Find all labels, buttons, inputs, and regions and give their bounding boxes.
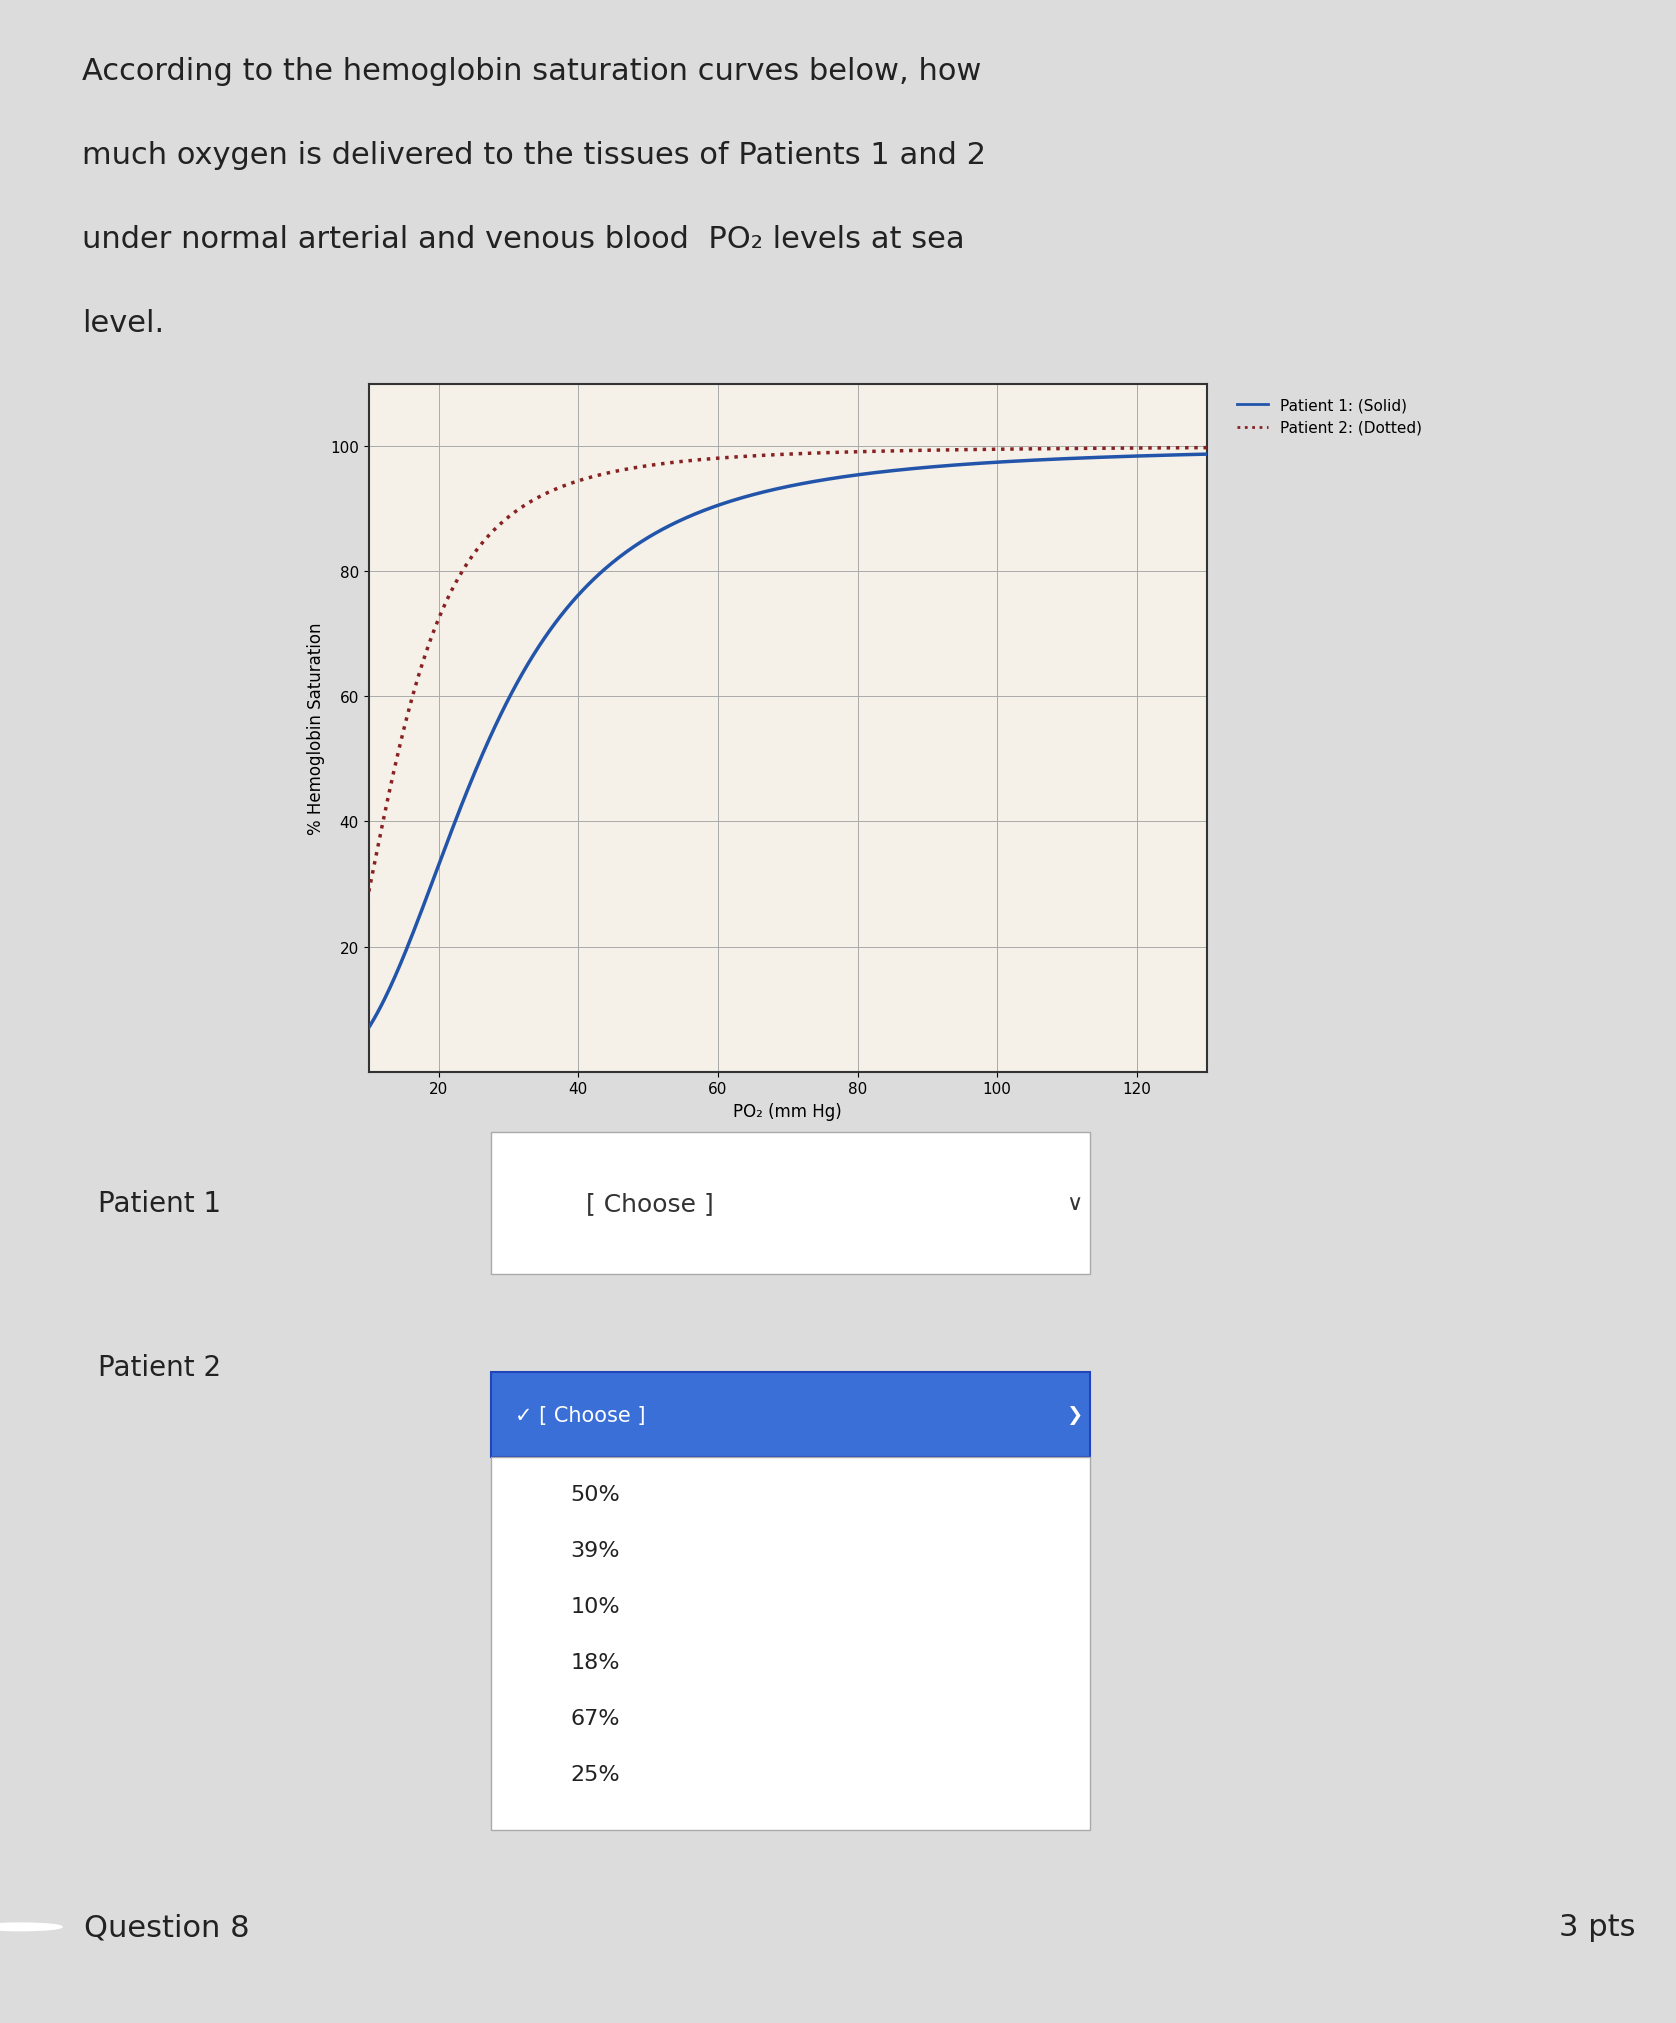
Text: 3 pts: 3 pts bbox=[1559, 1912, 1636, 1942]
Text: According to the hemoglobin saturation curves below, how: According to the hemoglobin saturation c… bbox=[82, 57, 980, 85]
Text: Patient 1: Patient 1 bbox=[97, 1190, 221, 1218]
Text: under normal arterial and venous blood  PO₂ levels at sea: under normal arterial and venous blood P… bbox=[82, 225, 964, 255]
Y-axis label: % Hemoglobin Saturation: % Hemoglobin Saturation bbox=[307, 623, 325, 833]
Text: [ Choose ]: [ Choose ] bbox=[587, 1192, 714, 1216]
Text: much oxygen is delivered to the tissues of Patients 1 and 2: much oxygen is delivered to the tissues … bbox=[82, 142, 985, 170]
Legend: Patient 1: (Solid), Patient 2: (Dotted): Patient 1: (Solid), Patient 2: (Dotted) bbox=[1232, 392, 1428, 441]
Text: ✓ [ Choose ]: ✓ [ Choose ] bbox=[515, 1404, 645, 1424]
FancyBboxPatch shape bbox=[491, 1133, 1089, 1274]
X-axis label: PO₂ (mm Hg): PO₂ (mm Hg) bbox=[734, 1103, 841, 1121]
Text: level.: level. bbox=[82, 310, 164, 338]
Text: 50%: 50% bbox=[570, 1483, 620, 1503]
Text: 18%: 18% bbox=[570, 1653, 620, 1673]
Text: Patient 2: Patient 2 bbox=[97, 1353, 221, 1382]
Circle shape bbox=[0, 1924, 62, 1930]
Text: Question 8: Question 8 bbox=[84, 1912, 250, 1942]
Text: 25%: 25% bbox=[570, 1764, 620, 1784]
Text: ❯: ❯ bbox=[1066, 1406, 1083, 1424]
Text: 10%: 10% bbox=[570, 1596, 620, 1616]
Text: ∨: ∨ bbox=[1066, 1194, 1083, 1214]
FancyBboxPatch shape bbox=[491, 1374, 1089, 1457]
Text: 39%: 39% bbox=[570, 1540, 620, 1560]
FancyBboxPatch shape bbox=[491, 1457, 1089, 1831]
Text: 67%: 67% bbox=[570, 1707, 620, 1728]
